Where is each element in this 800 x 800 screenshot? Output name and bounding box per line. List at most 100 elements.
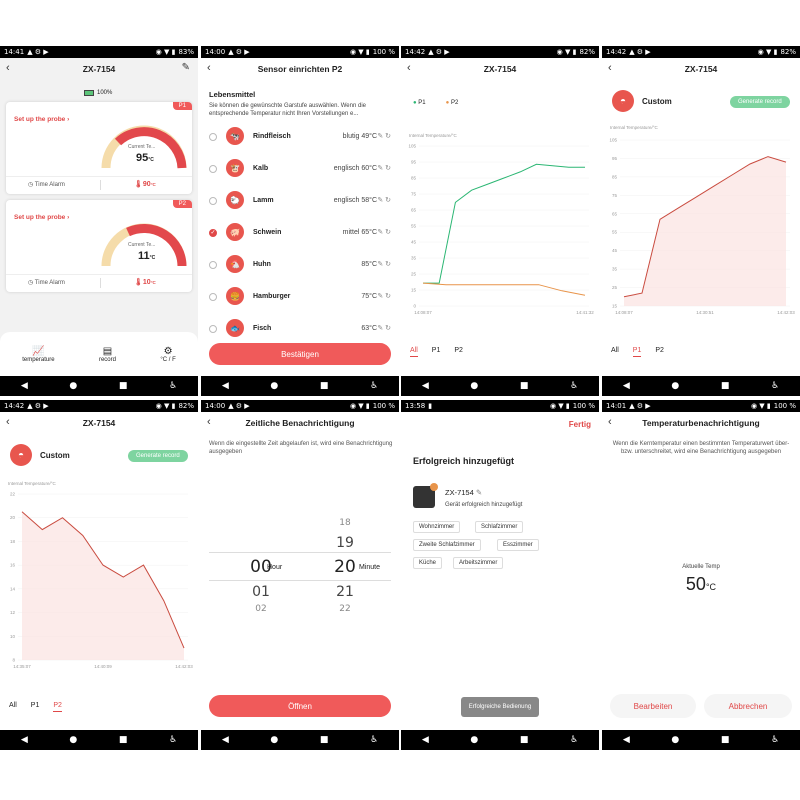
recents-nav-icon[interactable]: ■ <box>118 735 128 745</box>
probe-card-p1[interactable]: P1 Set up the probe › Current Te... 95°C… <box>6 102 192 194</box>
back-nav-icon[interactable]: ◀ <box>421 735 429 745</box>
tab-all[interactable]: All <box>9 702 17 709</box>
back-nav-icon[interactable]: ◀ <box>221 735 229 745</box>
food-radio[interactable]: ✓ <box>209 229 217 237</box>
food-radio[interactable] <box>209 133 217 141</box>
home-nav-icon[interactable]: ● <box>671 381 680 391</box>
recents-nav-icon[interactable]: ■ <box>118 381 128 391</box>
food-option[interactable]: 🐮 Kalb englisch 60°C ✎ ↻ <box>201 154 399 186</box>
room-chip[interactable]: Arbeitszimmer <box>453 557 504 569</box>
done-button[interactable]: Fertig <box>568 420 591 429</box>
food-icon: 🐮 <box>226 159 244 177</box>
food-option[interactable]: ✓ 🐖 Schwein mittel 65°C ✎ ↻ <box>201 218 399 250</box>
back-icon[interactable]: ‹ <box>6 416 10 428</box>
room-chip[interactable]: Schlafzimmer <box>475 521 524 533</box>
edit-reset-icons[interactable]: ✎ ↻ <box>377 293 391 300</box>
back-nav-icon[interactable]: ◀ <box>221 381 229 391</box>
room-chip[interactable]: Wohnzimmer <box>413 521 461 533</box>
accessibility-icon[interactable]: ♿ <box>169 381 178 391</box>
edit-reset-icons[interactable]: ✎ ↻ <box>377 133 391 140</box>
open-button[interactable]: Öffnen <box>209 695 391 717</box>
food-radio[interactable] <box>209 165 217 173</box>
back-nav-icon[interactable]: ◀ <box>20 381 28 391</box>
food-option[interactable]: 🐔 Huhn 85°C ✎ ↻ <box>201 250 399 282</box>
hour-picker[interactable]: 00 01 02 <box>231 514 291 620</box>
time-alarm[interactable]: ◷ Time Alarm <box>28 279 65 286</box>
recents-nav-icon[interactable]: ■ <box>720 381 730 391</box>
food-option[interactable]: 🐑 Lamm englisch 58°C ✎ ↻ <box>201 186 399 218</box>
tab-p2[interactable]: P2 <box>53 702 62 712</box>
tab-p1[interactable]: P1 <box>30 702 40 709</box>
tab-p2[interactable]: P2 <box>655 347 664 354</box>
back-icon[interactable]: ‹ <box>608 62 612 74</box>
record-tab[interactable]: ▤ record <box>99 346 116 363</box>
home-nav-icon[interactable]: ● <box>470 381 479 391</box>
confirm-button[interactable]: Bestätigen <box>209 343 391 365</box>
edit-reset-icons[interactable]: ✎ ↻ <box>377 165 391 172</box>
back-icon[interactable]: ‹ <box>207 62 211 74</box>
back-icon[interactable]: ‹ <box>608 416 612 428</box>
food-option[interactable]: 🐄 Rindfleisch blutig 49°C ✎ ↻ <box>201 122 399 154</box>
back-nav-icon[interactable]: ◀ <box>622 735 630 745</box>
edit-icon[interactable]: ✎ <box>475 488 483 497</box>
temperature-tab[interactable]: 📈 temperature <box>22 346 54 363</box>
back-nav-icon[interactable]: ◀ <box>421 381 429 391</box>
recents-nav-icon[interactable]: ■ <box>720 735 730 745</box>
target-temp[interactable]: 🌡10°C <box>134 278 156 286</box>
accessibility-icon[interactable]: ♿ <box>771 381 780 391</box>
food-option[interactable]: 🐟 Fisch 63°C ✎ ↻ <box>201 314 399 346</box>
room-chip[interactable]: Esszimmer <box>497 539 539 551</box>
food-radio[interactable] <box>209 197 217 205</box>
generate-record-button[interactable]: Generate record <box>128 450 188 462</box>
current-temp-unit: °C <box>148 157 154 163</box>
home-nav-icon[interactable]: ● <box>270 735 279 745</box>
recents-nav-icon[interactable]: ■ <box>319 381 329 391</box>
accessibility-icon[interactable]: ♿ <box>169 735 178 745</box>
home-nav-icon[interactable]: ● <box>671 735 680 745</box>
target-temp[interactable]: 🌡90°C <box>134 180 156 188</box>
food-radio[interactable] <box>209 325 217 333</box>
tab-p1[interactable]: P1 <box>632 347 642 357</box>
tab-all[interactable]: All <box>611 347 619 354</box>
cancel-button[interactable]: Abbrechen <box>704 694 792 718</box>
back-nav-icon[interactable]: ◀ <box>20 735 28 745</box>
minute-picker[interactable]: 18 19 20 21 22 <box>325 514 365 620</box>
tab-all[interactable]: All <box>410 347 418 357</box>
back-nav-icon[interactable]: ◀ <box>622 381 630 391</box>
home-nav-icon[interactable]: ● <box>270 381 279 391</box>
edit-icon[interactable]: ✎ <box>181 62 190 73</box>
setup-probe-link[interactable]: Set up the probe › <box>14 116 70 123</box>
back-icon[interactable]: ‹ <box>207 416 211 428</box>
food-radio[interactable] <box>209 261 217 269</box>
tab-p2[interactable]: P2 <box>454 347 463 354</box>
home-nav-icon[interactable]: ● <box>69 381 78 391</box>
room-chip[interactable]: Küche <box>413 557 443 569</box>
edit-reset-icons[interactable]: ✎ ↻ <box>377 325 391 332</box>
food-radio[interactable] <box>209 293 217 301</box>
accessibility-icon[interactable]: ♿ <box>370 735 379 745</box>
edit-reset-icons[interactable]: ✎ ↻ <box>377 261 391 268</box>
time-alarm[interactable]: ◷ Time Alarm <box>28 181 65 188</box>
room-chip[interactable]: Zweite Schlafzimmer <box>413 539 481 551</box>
probe-card-p2[interactable]: P2 Set up the probe › Current Te... 11°C… <box>6 200 192 292</box>
recents-nav-icon[interactable]: ■ <box>319 735 329 745</box>
accessibility-icon[interactable]: ♿ <box>771 735 780 745</box>
accessibility-icon[interactable]: ♿ <box>570 381 579 391</box>
recents-nav-icon[interactable]: ■ <box>519 735 529 745</box>
edit-reset-icons[interactable]: ✎ ↻ <box>377 197 391 204</box>
home-nav-icon[interactable]: ● <box>470 735 479 745</box>
unit-tab[interactable]: ⚙ °C / F <box>160 346 175 363</box>
generate-record-button[interactable]: Generate record <box>730 96 790 108</box>
back-icon[interactable]: ‹ <box>407 62 411 74</box>
food-option[interactable]: 🍔 Hamburger 75°C ✎ ↻ <box>201 282 399 314</box>
home-nav-icon[interactable]: ● <box>69 735 78 745</box>
accessibility-icon[interactable]: ♿ <box>570 735 579 745</box>
back-icon[interactable]: ‹ <box>6 62 10 74</box>
tab-p1[interactable]: P1 <box>431 347 441 354</box>
setup-probe-link[interactable]: Set up the probe › <box>14 214 70 221</box>
accessibility-icon[interactable]: ♿ <box>370 381 379 391</box>
recents-nav-icon[interactable]: ■ <box>519 381 529 391</box>
edit-reset-icons[interactable]: ✎ ↻ <box>377 229 391 236</box>
edit-button[interactable]: Bearbeiten <box>610 694 696 718</box>
y-tick-label: 15 <box>612 304 618 309</box>
